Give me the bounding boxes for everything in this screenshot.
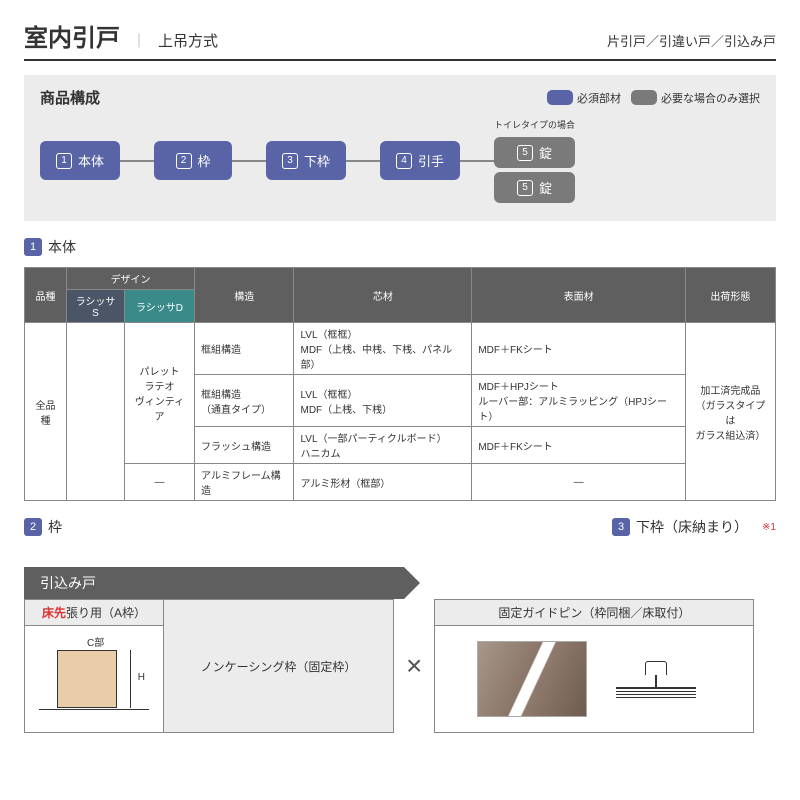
title-sub: 上吊方式 bbox=[158, 30, 218, 51]
guide-pin-photo bbox=[477, 641, 587, 717]
section-2: 2 枠 bbox=[24, 517, 62, 537]
swatch-required bbox=[547, 90, 573, 105]
panel-c: 固定ガイドピン（枠同梱／床取付） bbox=[434, 599, 754, 733]
section-1: 1 本体 bbox=[24, 237, 76, 257]
note-1: ※1 bbox=[762, 522, 776, 533]
title-main: 室内引戸 bbox=[24, 18, 120, 53]
title-right: 片引戸／引違い戸／引込み戸 bbox=[607, 31, 776, 50]
flow-box-5b: 5錠 bbox=[494, 172, 575, 203]
legend-optional-label: 必要な場合のみ選択 bbox=[661, 90, 760, 106]
flow-box-1: 1本体 bbox=[40, 141, 120, 180]
main-table: 品種 デザイン 構造 芯材 表面材 出荷形態 ラシッサS ラシッサD 全品種 パ… bbox=[24, 267, 776, 501]
composition-panel: 商品構成 必須部材 必要な場合のみ選択 1本体 2枠 3下枠 4引手 トイレタイ… bbox=[24, 75, 776, 221]
panel-a: 床先張り用（A枠） C部 H bbox=[24, 599, 164, 733]
legend: 必須部材 必要な場合のみ選択 bbox=[547, 90, 760, 106]
flow: 1本体 2枠 3下枠 4引手 トイレタイプの場合 5錠 5錠 bbox=[40, 118, 760, 203]
header: 室内引戸 ｜ 上吊方式 片引戸／引違い戸／引込み戸 bbox=[24, 18, 776, 61]
guide-pin-diagram bbox=[601, 641, 711, 717]
banner-hikikomi: 引込み戸 bbox=[24, 567, 404, 599]
composition-title: 商品構成 bbox=[40, 87, 100, 108]
toilet-label: トイレタイプの場合 bbox=[494, 118, 575, 131]
panel-b: ノンケーシング枠（固定枠） bbox=[164, 599, 394, 733]
title-divider: ｜ bbox=[132, 31, 146, 51]
legend-required-label: 必須部材 bbox=[577, 90, 621, 106]
flow-box-3: 3下枠 bbox=[266, 141, 346, 180]
section-3: 3 下枠（床納まり） bbox=[612, 517, 748, 537]
swatch-optional bbox=[631, 90, 657, 105]
panel-b-text: ノンケーシング枠（固定枠） bbox=[201, 658, 357, 675]
panel-row: 床先張り用（A枠） C部 H ノンケーシング枠（固定枠） × 固定ガイドピン（枠… bbox=[24, 599, 776, 733]
times-icon: × bbox=[394, 650, 434, 682]
flow-box-4: 4引手 bbox=[380, 141, 460, 180]
flow-box-5a: 5錠 bbox=[494, 137, 575, 168]
flow-box-2: 2枠 bbox=[154, 141, 232, 180]
diagram-a-frame: C部 H bbox=[39, 634, 149, 724]
